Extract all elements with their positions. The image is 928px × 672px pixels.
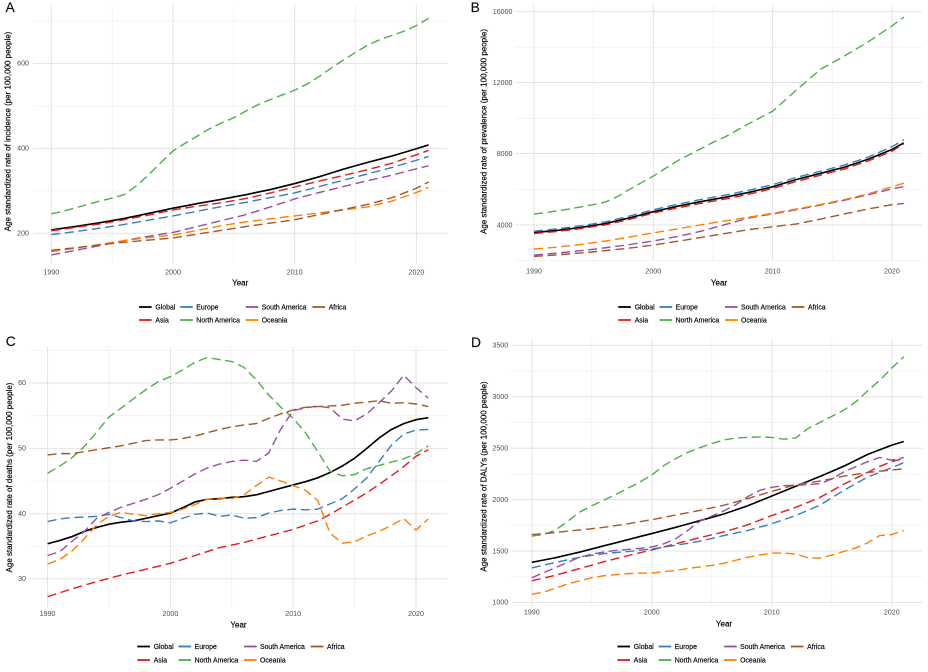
svg-text:North America: North America [195, 657, 239, 664]
svg-text:Africa: Africa [327, 644, 345, 651]
svg-text:2010: 2010 [285, 610, 301, 618]
svg-text:2020: 2020 [884, 267, 900, 275]
svg-text:Global: Global [634, 644, 654, 651]
svg-text:2500: 2500 [492, 445, 508, 453]
svg-text:Year: Year [711, 279, 728, 288]
svg-text:2000: 2000 [163, 610, 179, 618]
svg-text:Africa: Africa [329, 304, 347, 311]
svg-text:400: 400 [17, 145, 29, 153]
svg-text:2010: 2010 [764, 609, 780, 617]
svg-text:2000: 2000 [644, 609, 660, 617]
svg-text:Age standardized rate of death: Age standardized rate of deaths (per 100… [5, 382, 14, 572]
svg-text:Europe: Europe [676, 304, 698, 311]
svg-text:2000: 2000 [165, 269, 181, 277]
svg-text:2010: 2010 [287, 269, 303, 277]
svg-text:Age standardized rate of DALYs: Age standardized rate of DALYs (per 100,… [480, 381, 489, 572]
svg-text:Year: Year [232, 279, 249, 288]
svg-text:1500: 1500 [492, 547, 508, 555]
svg-text:3000: 3000 [492, 393, 508, 401]
svg-text:Asia: Asia [154, 657, 168, 664]
svg-text:Year: Year [230, 620, 247, 629]
svg-text:600: 600 [17, 60, 29, 68]
svg-text:200: 200 [17, 230, 29, 238]
svg-text:2000: 2000 [492, 496, 508, 504]
svg-text:1990: 1990 [526, 267, 542, 275]
svg-text:Europe: Europe [675, 644, 697, 651]
svg-text:2020: 2020 [884, 609, 900, 617]
svg-text:Oceania: Oceania [741, 317, 767, 324]
svg-text:B: B [471, 0, 480, 15]
svg-text:Africa: Africa [808, 304, 826, 311]
svg-text:1990: 1990 [40, 610, 56, 618]
svg-text:Asia: Asia [155, 317, 169, 324]
svg-text:Oceania: Oceania [262, 317, 288, 324]
svg-text:40: 40 [18, 510, 26, 518]
svg-text:2020: 2020 [409, 269, 425, 277]
svg-text:1000: 1000 [492, 599, 508, 607]
svg-text:30: 30 [18, 575, 26, 583]
svg-text:C: C [6, 334, 16, 349]
svg-text:Asia: Asia [634, 657, 648, 664]
svg-text:Europe: Europe [195, 644, 217, 651]
svg-text:A: A [6, 0, 16, 15]
svg-text:3500: 3500 [492, 342, 508, 350]
svg-text:Age standardized rate of preva: Age standardized rate of prevalence (per… [479, 29, 488, 234]
svg-text:2020: 2020 [408, 610, 424, 618]
svg-text:Global: Global [154, 644, 174, 651]
svg-text:8000: 8000 [497, 150, 513, 158]
svg-text:1990: 1990 [43, 269, 59, 277]
svg-text:Europe: Europe [196, 304, 218, 311]
svg-text:2010: 2010 [765, 267, 781, 275]
svg-text:South America: South America [741, 304, 786, 311]
svg-text:12000: 12000 [493, 79, 513, 87]
svg-text:16000: 16000 [493, 8, 513, 16]
svg-text:Oceania: Oceania [740, 657, 766, 664]
svg-text:4000: 4000 [497, 221, 513, 229]
svg-text:Age standardized rate of incid: Age standardized rate of incidence (per … [4, 31, 13, 231]
svg-text:2000: 2000 [645, 267, 661, 275]
svg-text:50: 50 [18, 445, 26, 453]
svg-text:Africa: Africa [807, 644, 825, 651]
svg-text:Asia: Asia [635, 317, 649, 324]
svg-text:Global: Global [155, 304, 175, 311]
svg-text:Oceania: Oceania [260, 657, 286, 664]
svg-text:D: D [471, 335, 481, 350]
svg-text:South America: South America [740, 644, 785, 651]
svg-text:North America: North America [675, 657, 719, 664]
svg-text:60: 60 [18, 379, 26, 387]
svg-text:1990: 1990 [524, 609, 540, 617]
svg-text:North America: North America [196, 317, 240, 324]
svg-text:Year: Year [716, 619, 733, 628]
svg-text:North America: North America [676, 317, 720, 324]
svg-text:South America: South America [262, 304, 307, 311]
svg-text:Global: Global [635, 304, 655, 311]
svg-text:South America: South America [260, 644, 305, 651]
